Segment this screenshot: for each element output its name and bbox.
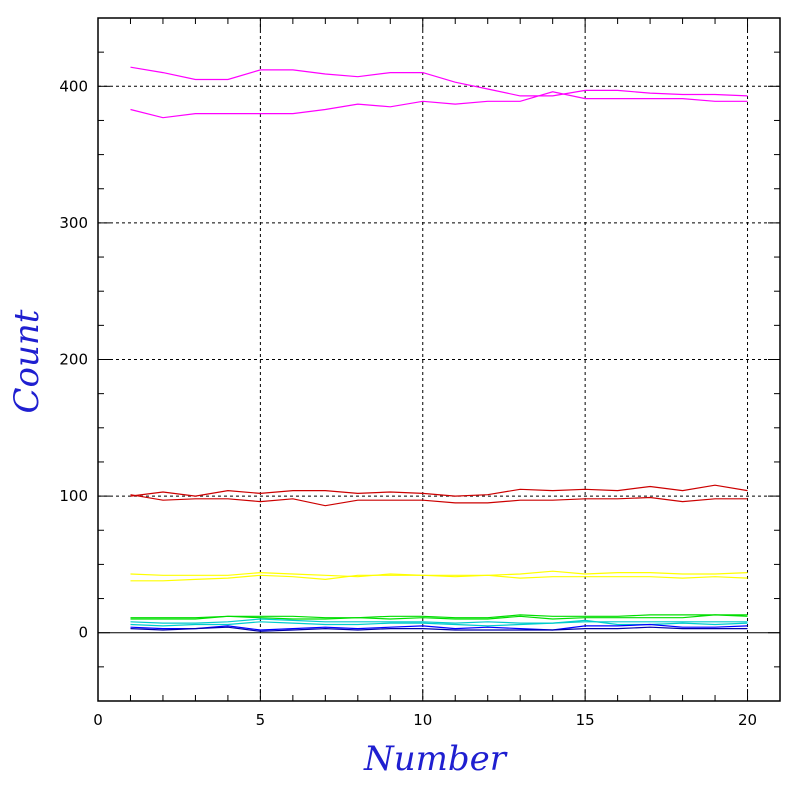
- axis-ticks: [97, 17, 781, 702]
- series-line-5: [130, 570, 748, 578]
- x-tick-label: 5: [256, 711, 266, 729]
- series-line-11: [130, 623, 748, 631]
- series-line-4: [130, 494, 748, 507]
- y-tick-label: 100: [59, 487, 88, 505]
- x-tick-label: 10: [413, 711, 432, 729]
- series-line-6: [130, 574, 748, 582]
- series-line-9: [130, 618, 748, 624]
- y-tick-label: 200: [59, 351, 88, 369]
- grid-lines: [98, 18, 780, 701]
- series-line-3: [130, 484, 748, 497]
- y-tick-label: 400: [59, 77, 88, 95]
- x-tick-labels: 0 5 10 15 20: [93, 711, 757, 729]
- series-line-8: [130, 614, 748, 620]
- x-tick-label: 20: [738, 711, 757, 729]
- y-tick-label: 0: [78, 624, 88, 642]
- series-line-2: [130, 91, 748, 119]
- data-series: [130, 66, 748, 632]
- series-line-12: [130, 626, 748, 632]
- x-axis-title: Number: [363, 739, 508, 779]
- y-tick-label: 300: [59, 214, 88, 232]
- series-line-1: [130, 66, 748, 97]
- y-tick-labels: 0 100 200 300 400: [59, 77, 88, 641]
- x-tick-label: 15: [576, 711, 595, 729]
- y-axis-title: Count: [7, 309, 47, 413]
- x-tick-label: 0: [93, 711, 103, 729]
